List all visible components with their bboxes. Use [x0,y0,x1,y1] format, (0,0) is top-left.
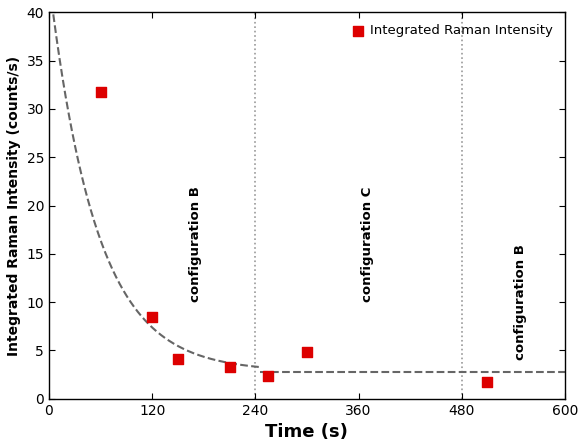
Integrated Raman Intensity [147,313,157,320]
Legend: Integrated Raman Intensity: Integrated Raman Intensity [346,19,558,43]
Integrated Raman Intensity [302,349,312,356]
Text: configuration C: configuration C [360,186,374,302]
Integrated Raman Intensity [173,355,183,362]
X-axis label: Time (s): Time (s) [266,423,348,441]
Integrated Raman Intensity [483,379,492,386]
Integrated Raman Intensity [225,363,234,370]
Integrated Raman Intensity [264,373,273,380]
Text: configuration B: configuration B [188,186,202,302]
Text: configuration B: configuration B [514,244,526,360]
Y-axis label: Integrated Raman Intensity (counts/s): Integrated Raman Intensity (counts/s) [7,56,21,356]
Integrated Raman Intensity [96,88,105,95]
